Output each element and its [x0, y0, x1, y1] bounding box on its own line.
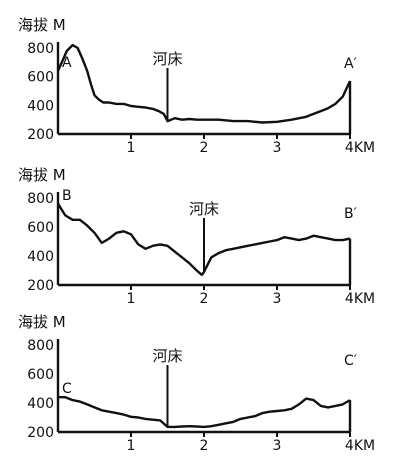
x-tick-label: 2 [200, 438, 209, 454]
profile-end-label: C′ [344, 353, 357, 369]
y-tick-label: 400 [27, 98, 54, 114]
y-tick-label: 400 [27, 249, 54, 265]
x-tick-label: 1 [127, 140, 136, 156]
y-tick-label: 400 [27, 396, 54, 412]
y-axis-title: 海拔 M [18, 313, 66, 331]
x-tick-label: 2 [200, 140, 209, 156]
y-axis-title: 海拔 M [18, 16, 66, 34]
y-tick-label: 200 [27, 127, 54, 143]
y-tick-label: 600 [27, 70, 54, 86]
x-tick-label: 3 [273, 438, 282, 454]
profile-end-label: A′ [344, 56, 357, 72]
x-tick-label: 1 [127, 291, 136, 307]
x-tick-label: 4KM [345, 291, 375, 307]
profile-start-label: A [62, 55, 72, 71]
profile-chart-1: 海拔 M 200 400 600 800 1 2 3 4KM 河床 A A′ [18, 16, 375, 156]
y-tick-label: 200 [27, 425, 54, 441]
x-tick-label: 4KM [345, 438, 375, 454]
profile-start-label: B [62, 188, 72, 204]
y-tick-label: 600 [27, 220, 54, 236]
profile-start-label: C [62, 381, 72, 397]
y-tick-label: 200 [27, 278, 54, 294]
y-tick-label: 800 [27, 191, 54, 207]
profile-chart-2: 海拔 M 200 400 600 800 1 2 3 4KM 河床 B B′ [18, 166, 375, 307]
terrain-profile-line [58, 396, 351, 429]
x-tick-label: 3 [273, 140, 282, 156]
profile-chart-3: 海拔 M 200 400 600 800 1 2 3 4KM 河床 C C′ [18, 313, 375, 454]
riverbed-label: 河床 [152, 50, 182, 68]
y-axis-title: 海拔 M [18, 166, 66, 184]
y-tick-label: 600 [27, 367, 54, 383]
y-tick-label: 800 [27, 41, 54, 57]
terrain-profile-line [56, 43, 352, 124]
x-tick-label: 1 [127, 438, 136, 454]
y-tick-label: 800 [27, 338, 54, 354]
x-tick-label: 2 [200, 291, 209, 307]
profile-end-label: B′ [344, 206, 357, 222]
x-tick-label: 3 [273, 291, 282, 307]
x-tick-label: 4KM [345, 140, 375, 156]
riverbed-label: 河床 [189, 200, 219, 218]
riverbed-label: 河床 [152, 347, 182, 365]
